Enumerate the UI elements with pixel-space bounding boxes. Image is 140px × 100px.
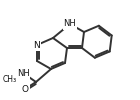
Text: NH: NH: [17, 68, 29, 78]
Text: CH₃: CH₃: [3, 76, 17, 84]
Text: NH: NH: [64, 20, 76, 28]
Text: N: N: [34, 40, 40, 50]
Text: O: O: [22, 84, 29, 94]
